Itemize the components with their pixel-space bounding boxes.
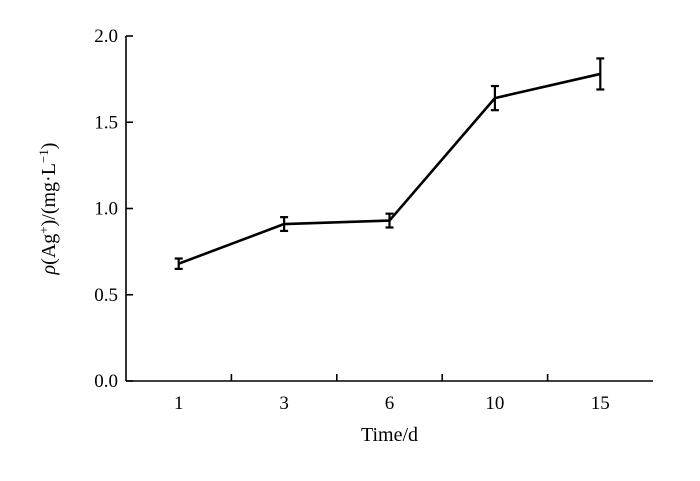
- x-axis-title: Time/d: [361, 424, 418, 446]
- axes: [125, 36, 653, 382]
- y-axis-title-mid: )/(mg·L: [38, 163, 60, 226]
- y-tick-label: 1.0: [94, 199, 118, 220]
- x-tick-label: 3: [279, 393, 289, 414]
- x-ticks: 1 3 6 10 15: [174, 374, 610, 414]
- y-ticks: 0.0 0.5 1.0 1.5 2.0: [94, 26, 133, 392]
- y-axis-title-rho: ρ: [38, 265, 60, 276]
- y-tick-label: 2.0: [94, 26, 118, 47]
- y-axis-title-sup1: +: [36, 226, 51, 233]
- y-tick-label: 0.0: [94, 371, 118, 392]
- y-axis-title: ρ(Ag+)/(mg·L−1): [36, 143, 61, 276]
- y-tick-label: 0.5: [94, 285, 118, 306]
- y-axis-title-pre: (Ag: [38, 234, 60, 265]
- x-tick-label: 15: [591, 393, 610, 414]
- x-tick-label: 10: [485, 393, 504, 414]
- error-bars: [174, 57, 605, 270]
- y-axis-title-sup2: −1: [36, 149, 51, 163]
- x-tick-label: 6: [385, 393, 395, 414]
- x-tick-label: 1: [174, 393, 184, 414]
- series-line: [178, 72, 601, 265]
- y-tick-label: 1.5: [94, 112, 118, 133]
- y-axis-title-post: ): [38, 143, 60, 150]
